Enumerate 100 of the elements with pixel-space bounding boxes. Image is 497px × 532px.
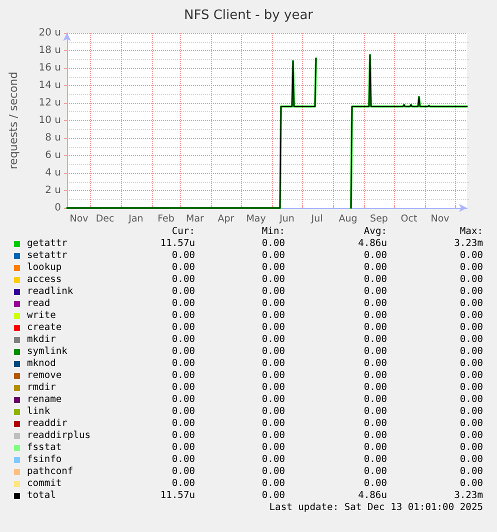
text: 0.00 <box>260 406 285 418</box>
legend-label: symlink <box>27 346 68 358</box>
text: 0.00 <box>362 310 387 322</box>
x-tick-label: Jul <box>310 214 323 224</box>
y-tick-label: 10 u <box>38 115 61 126</box>
y-tick-label: 14 u <box>38 80 61 91</box>
text: 0.00 <box>260 370 285 382</box>
text: 0.00 <box>362 286 387 298</box>
text: 0.00 <box>170 466 195 478</box>
text: 0.00 <box>362 478 387 490</box>
legend-label: getattr <box>27 238 68 250</box>
y-tick-label: 0 <box>54 202 61 214</box>
text: 0.00 <box>260 430 285 442</box>
text: 0.00 <box>362 466 387 478</box>
text: 0.00 <box>170 370 195 382</box>
x-tick-label: Apr <box>218 214 234 224</box>
text: 0.00 <box>458 286 483 298</box>
legend-label: create <box>27 322 62 334</box>
legend-label: mknod <box>27 358 56 370</box>
text: 0.00 <box>458 274 483 286</box>
text: 0.00 <box>362 382 387 394</box>
text: 11.57u <box>159 490 195 502</box>
text: 0.00 <box>170 262 195 274</box>
text: 0.00 <box>458 310 483 322</box>
text: 0.00 <box>260 466 285 478</box>
text: 0.00 <box>260 478 285 490</box>
text: 0.00 <box>362 346 387 358</box>
text: 0.00 <box>458 358 483 370</box>
text: 0.00 <box>458 430 483 442</box>
text: 0.00 <box>260 250 285 262</box>
text: 0.00 <box>260 262 285 274</box>
text: 0.00 <box>362 418 387 430</box>
legend-label: readlink <box>27 286 74 298</box>
text: 0.00 <box>458 418 483 430</box>
text: 0.00 <box>170 334 195 346</box>
text: 4.86u <box>357 238 387 250</box>
text: 0.00 <box>260 274 285 286</box>
legend-label: rmdir <box>27 382 56 394</box>
text: 0.00 <box>260 454 285 466</box>
text: 0.00 <box>458 370 483 382</box>
legend-label: mkdir <box>27 334 56 346</box>
y-axis-title: requests / second <box>7 72 20 170</box>
text: Avg: <box>362 226 387 238</box>
text: 0.00 <box>362 454 387 466</box>
text: Min: <box>260 226 285 238</box>
y-tick-label: 8 u <box>45 132 61 144</box>
text: Last update: Sat Dec 13 01:01:00 2025 <box>269 502 483 514</box>
text: 0.00 <box>260 334 285 346</box>
text: 0.00 <box>458 478 483 490</box>
text: 0.00 <box>260 358 285 370</box>
legend-label: pathconf <box>27 466 74 478</box>
y-tick-label: 12 u <box>38 98 61 108</box>
text: 0.00 <box>260 382 285 394</box>
text: 0.00 <box>170 358 195 370</box>
text: 0.00 <box>362 358 387 370</box>
text: 0.00 <box>362 322 387 334</box>
text: 0.00 <box>260 394 285 406</box>
text: 0.00 <box>458 382 483 394</box>
y-tick-label: 4 u <box>45 168 61 178</box>
y-tick-label: 6 u <box>45 150 61 161</box>
text: 0.00 <box>170 298 195 310</box>
text: 0.00 <box>260 238 285 250</box>
text: 3.23m <box>453 238 483 250</box>
legend-label: commit <box>27 478 62 490</box>
text: 0.00 <box>170 430 195 442</box>
legend-label: total <box>27 490 56 502</box>
text: 0.00 <box>170 478 195 490</box>
text: 0.00 <box>170 346 195 358</box>
text: Cur: <box>170 226 195 238</box>
text: 0.00 <box>170 394 195 406</box>
text: 11.57u <box>159 238 195 250</box>
text: 0.00 <box>170 310 195 322</box>
text: 4.86u <box>357 490 387 502</box>
y-tick-label: 16 u <box>38 62 61 74</box>
text: 0.00 <box>170 382 195 394</box>
text: 0.00 <box>362 370 387 382</box>
x-tick-label: Aug <box>338 214 358 224</box>
text: 0.00 <box>260 322 285 334</box>
x-tick-label: Nov <box>70 214 89 224</box>
x-tick-label: Dec <box>96 214 114 224</box>
x-tick-label: Nov <box>430 214 450 224</box>
legend-label: access <box>27 274 62 286</box>
text: 0.00 <box>362 406 387 418</box>
legend-label: remove <box>27 370 62 382</box>
text: 0.00 <box>170 322 195 334</box>
text: 0.00 <box>362 250 387 262</box>
x-tick-label: May <box>246 214 266 224</box>
text: 3.23m <box>453 490 483 502</box>
text: 0.00 <box>362 262 387 274</box>
text: 0.00 <box>458 454 483 466</box>
text: 0.00 <box>170 286 195 298</box>
legend-label: readdirplus <box>27 430 91 442</box>
text: 0.00 <box>260 418 285 430</box>
text: 0.00 <box>458 298 483 310</box>
text: 0.00 <box>170 442 195 454</box>
text: 0.00 <box>260 310 285 322</box>
text: 0.00 <box>170 250 195 262</box>
text: 0.00 <box>458 262 483 274</box>
text: 0.00 <box>458 394 483 406</box>
y-tick-label: 18 u <box>38 45 61 56</box>
